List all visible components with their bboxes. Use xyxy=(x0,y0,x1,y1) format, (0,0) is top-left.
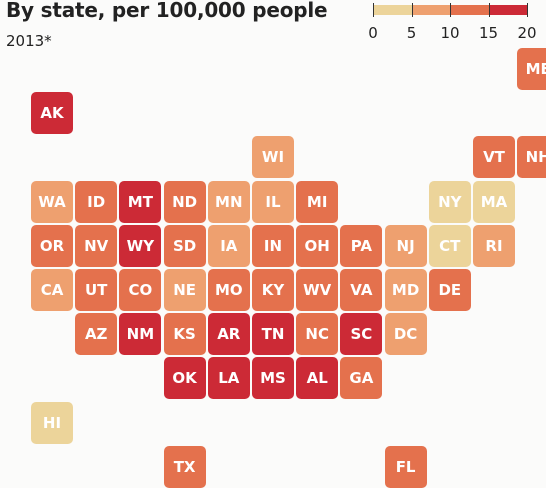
state-tile-me[interactable]: ME xyxy=(517,48,546,90)
state-tile-co[interactable]: CO xyxy=(119,269,162,311)
state-tile-mi[interactable]: MI xyxy=(296,180,339,223)
state-tile-mn[interactable]: MN xyxy=(207,180,250,223)
state-tile-ga[interactable]: GA xyxy=(340,357,383,400)
state-tile-fl[interactable]: FL xyxy=(384,445,427,488)
state-tile-nh[interactable]: NH xyxy=(517,136,546,179)
state-tile-va[interactable]: VA xyxy=(340,269,383,311)
state-tile-or[interactable]: OR xyxy=(31,224,73,267)
legend-tick-label-1: 5 xyxy=(406,24,417,42)
state-tile-id[interactable]: ID xyxy=(75,180,118,223)
chart-title: By state, per 100,000 people xyxy=(6,0,328,22)
state-tile-sd[interactable]: SD xyxy=(163,224,206,267)
state-tile-de[interactable]: DE xyxy=(428,269,471,311)
legend-tick-label-2: 10 xyxy=(440,24,460,42)
state-tile-vt[interactable]: VT xyxy=(473,136,515,179)
chart-subtitle: 2013* xyxy=(6,32,52,50)
state-tile-ks[interactable]: KS xyxy=(163,313,206,356)
state-tile-hi[interactable]: HI xyxy=(31,401,73,444)
state-tile-ut[interactable]: UT xyxy=(75,269,118,311)
state-tile-oh[interactable]: OH xyxy=(296,224,339,267)
state-tile-nv[interactable]: NV xyxy=(75,224,118,267)
state-tile-wv[interactable]: WV xyxy=(296,269,339,311)
state-tile-wa[interactable]: WA xyxy=(31,180,73,223)
state-tile-il[interactable]: IL xyxy=(252,180,294,223)
state-tile-ar[interactable]: AR xyxy=(207,313,250,356)
state-tile-pa[interactable]: PA xyxy=(340,224,383,267)
state-tile-in[interactable]: IN xyxy=(252,224,294,267)
state-tile-ak[interactable]: AK xyxy=(31,92,73,135)
state-tile-ct[interactable]: CT xyxy=(428,224,471,267)
legend-tick-0 xyxy=(373,3,374,17)
state-tile-ri[interactable]: RI xyxy=(473,224,515,267)
legend-tick-label-0: 0 xyxy=(368,24,378,42)
legend-tick-label-4: 20 xyxy=(517,24,537,42)
state-tile-sc[interactable]: SC xyxy=(340,313,383,356)
legend-tick-4 xyxy=(527,3,528,17)
state-tile-nj[interactable]: NJ xyxy=(384,224,427,267)
state-tile-la[interactable]: LA xyxy=(207,357,250,400)
legend-swatch-0 xyxy=(373,5,412,15)
state-tile-dc[interactable]: DC xyxy=(384,313,427,356)
state-tile-nd[interactable]: ND xyxy=(163,180,206,223)
state-tile-ok[interactable]: OK xyxy=(163,357,206,400)
color-legend: 0 5 10 15 20 xyxy=(0,0,546,50)
tile-map: ME AK WI VT NH WA ID MT ND MN IL MI NY MA OR NV WY SD IA IN… xyxy=(31,48,546,488)
state-tile-mt[interactable]: MT xyxy=(119,180,162,223)
state-tile-ca[interactable]: CA xyxy=(31,269,73,311)
state-tile-az[interactable]: AZ xyxy=(75,313,118,356)
legend-tick-label-3: 15 xyxy=(478,24,499,42)
state-tile-tx[interactable]: TX xyxy=(163,445,206,488)
legend-tick-2 xyxy=(450,3,451,17)
legend-swatch-2 xyxy=(450,5,489,15)
state-tile-ky[interactable]: KY xyxy=(252,269,294,311)
legend-swatch-1 xyxy=(411,5,450,15)
state-tile-mo[interactable]: MO xyxy=(207,269,250,311)
state-tile-wi[interactable]: WI xyxy=(252,136,294,179)
state-tile-md[interactable]: MD xyxy=(384,269,427,311)
state-tile-nm[interactable]: NM xyxy=(119,313,162,356)
state-tile-tn[interactable]: TN xyxy=(252,313,294,356)
state-tile-ia[interactable]: IA xyxy=(207,224,250,267)
state-tile-wy[interactable]: WY xyxy=(119,224,162,267)
legend-tick-1 xyxy=(411,3,413,17)
state-tile-ms[interactable]: MS xyxy=(252,357,294,400)
state-tile-ne[interactable]: NE xyxy=(163,269,206,311)
state-tile-al[interactable]: AL xyxy=(296,357,339,400)
state-tile-ma[interactable]: MA xyxy=(473,180,515,223)
state-tile-nc[interactable]: NC xyxy=(296,313,339,356)
legend-swatch-3 xyxy=(488,5,527,15)
legend-tick-3 xyxy=(488,3,490,17)
state-tile-ny[interactable]: NY xyxy=(428,180,471,223)
